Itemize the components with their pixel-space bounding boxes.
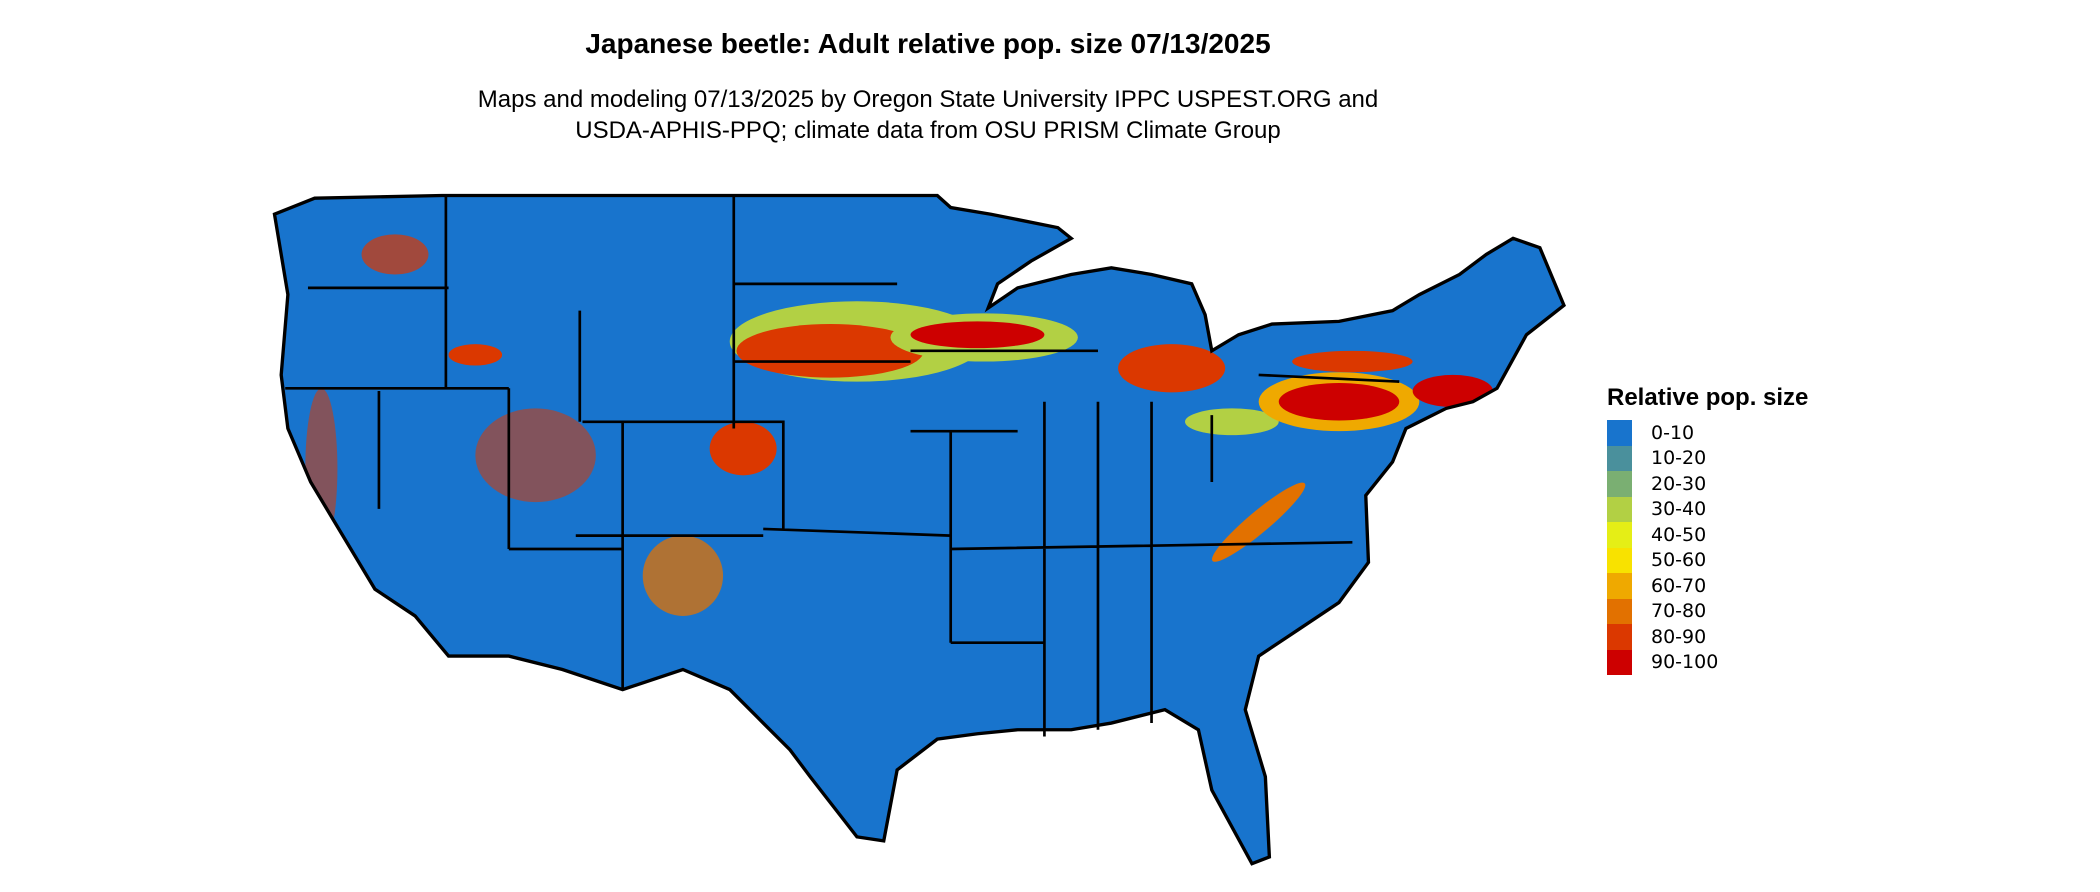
legend-swatch <box>1607 547 1632 573</box>
heat-area-washington <box>361 234 429 275</box>
heat-area-new-england <box>1412 374 1493 408</box>
legend-item: 90-100 <box>1607 649 1808 675</box>
heat-area-idaho <box>448 344 503 366</box>
heat-area-appalachia <box>1211 482 1306 562</box>
legend-swatch <box>1607 649 1632 675</box>
legend-item: 80-90 <box>1607 624 1808 650</box>
legend-label: 80-90 <box>1651 625 1707 648</box>
legend-item: 10-20 <box>1607 445 1808 471</box>
legend-label: 70-80 <box>1651 600 1707 623</box>
legend-label: 90-100 <box>1651 651 1719 674</box>
heat-area-california <box>305 388 338 549</box>
legend-swatch <box>1607 496 1632 522</box>
legend-label: 0-10 <box>1651 421 1695 444</box>
legend-swatch <box>1607 445 1632 471</box>
legend-title: Relative pop. size <box>1607 384 1809 411</box>
legend-label: 40-50 <box>1651 523 1707 546</box>
legend-label: 10-20 <box>1651 447 1707 470</box>
legend-item: 20-30 <box>1607 471 1808 497</box>
state-borders <box>285 195 1400 737</box>
legend-item: 0-10 <box>1607 420 1808 446</box>
legend-items: 0-10 10-20 20-30 30-40 40-50 50-60 60-70 70-80 8… <box>1607 420 1808 675</box>
legend-swatch <box>1607 624 1632 650</box>
legend-swatch <box>1607 598 1632 624</box>
legend-label: 60-70 <box>1651 574 1707 597</box>
heat-area-new-mexico <box>642 535 724 616</box>
legend-item: 60-70 <box>1607 573 1808 599</box>
legend-item: 50-60 <box>1607 547 1808 573</box>
heat-area-pennsylvania-core <box>1278 382 1400 421</box>
heat-area-ohio <box>1185 408 1279 436</box>
legend-item: 70-80 <box>1607 598 1808 624</box>
map-subtitle-line-1: Maps and modeling 07/13/2025 by Oregon S… <box>477 86 1379 113</box>
map-title: Japanese beetle: Adult relative pop. siz… <box>585 28 1271 59</box>
heat-area-new-york <box>1292 350 1413 373</box>
map-subtitle-line-2: USDA-APHIS-PPQ; climate data from OSU PR… <box>575 117 1281 144</box>
legend-swatch <box>1607 522 1632 548</box>
land-base <box>274 195 1564 864</box>
legend-swatch <box>1607 420 1632 446</box>
legend-swatch <box>1607 471 1632 497</box>
heat-area-michigan <box>1118 344 1226 393</box>
heat-area-colorado <box>709 421 777 476</box>
legend-label: 50-60 <box>1651 549 1707 572</box>
legend-label: 20-30 <box>1651 472 1707 495</box>
legend-item: 40-50 <box>1607 522 1808 548</box>
heat-area-utah <box>475 408 596 503</box>
legend-item: 30-40 <box>1607 496 1808 522</box>
heat-area-upper-midwest-core <box>736 324 924 378</box>
legend-label: 30-40 <box>1651 498 1707 521</box>
heat-area-minnesota-iowa-core <box>910 321 1045 349</box>
legend: Relative pop. size 0-10 10-20 20-30 30-40 40… <box>1607 384 1808 675</box>
legend-swatch <box>1607 573 1632 599</box>
